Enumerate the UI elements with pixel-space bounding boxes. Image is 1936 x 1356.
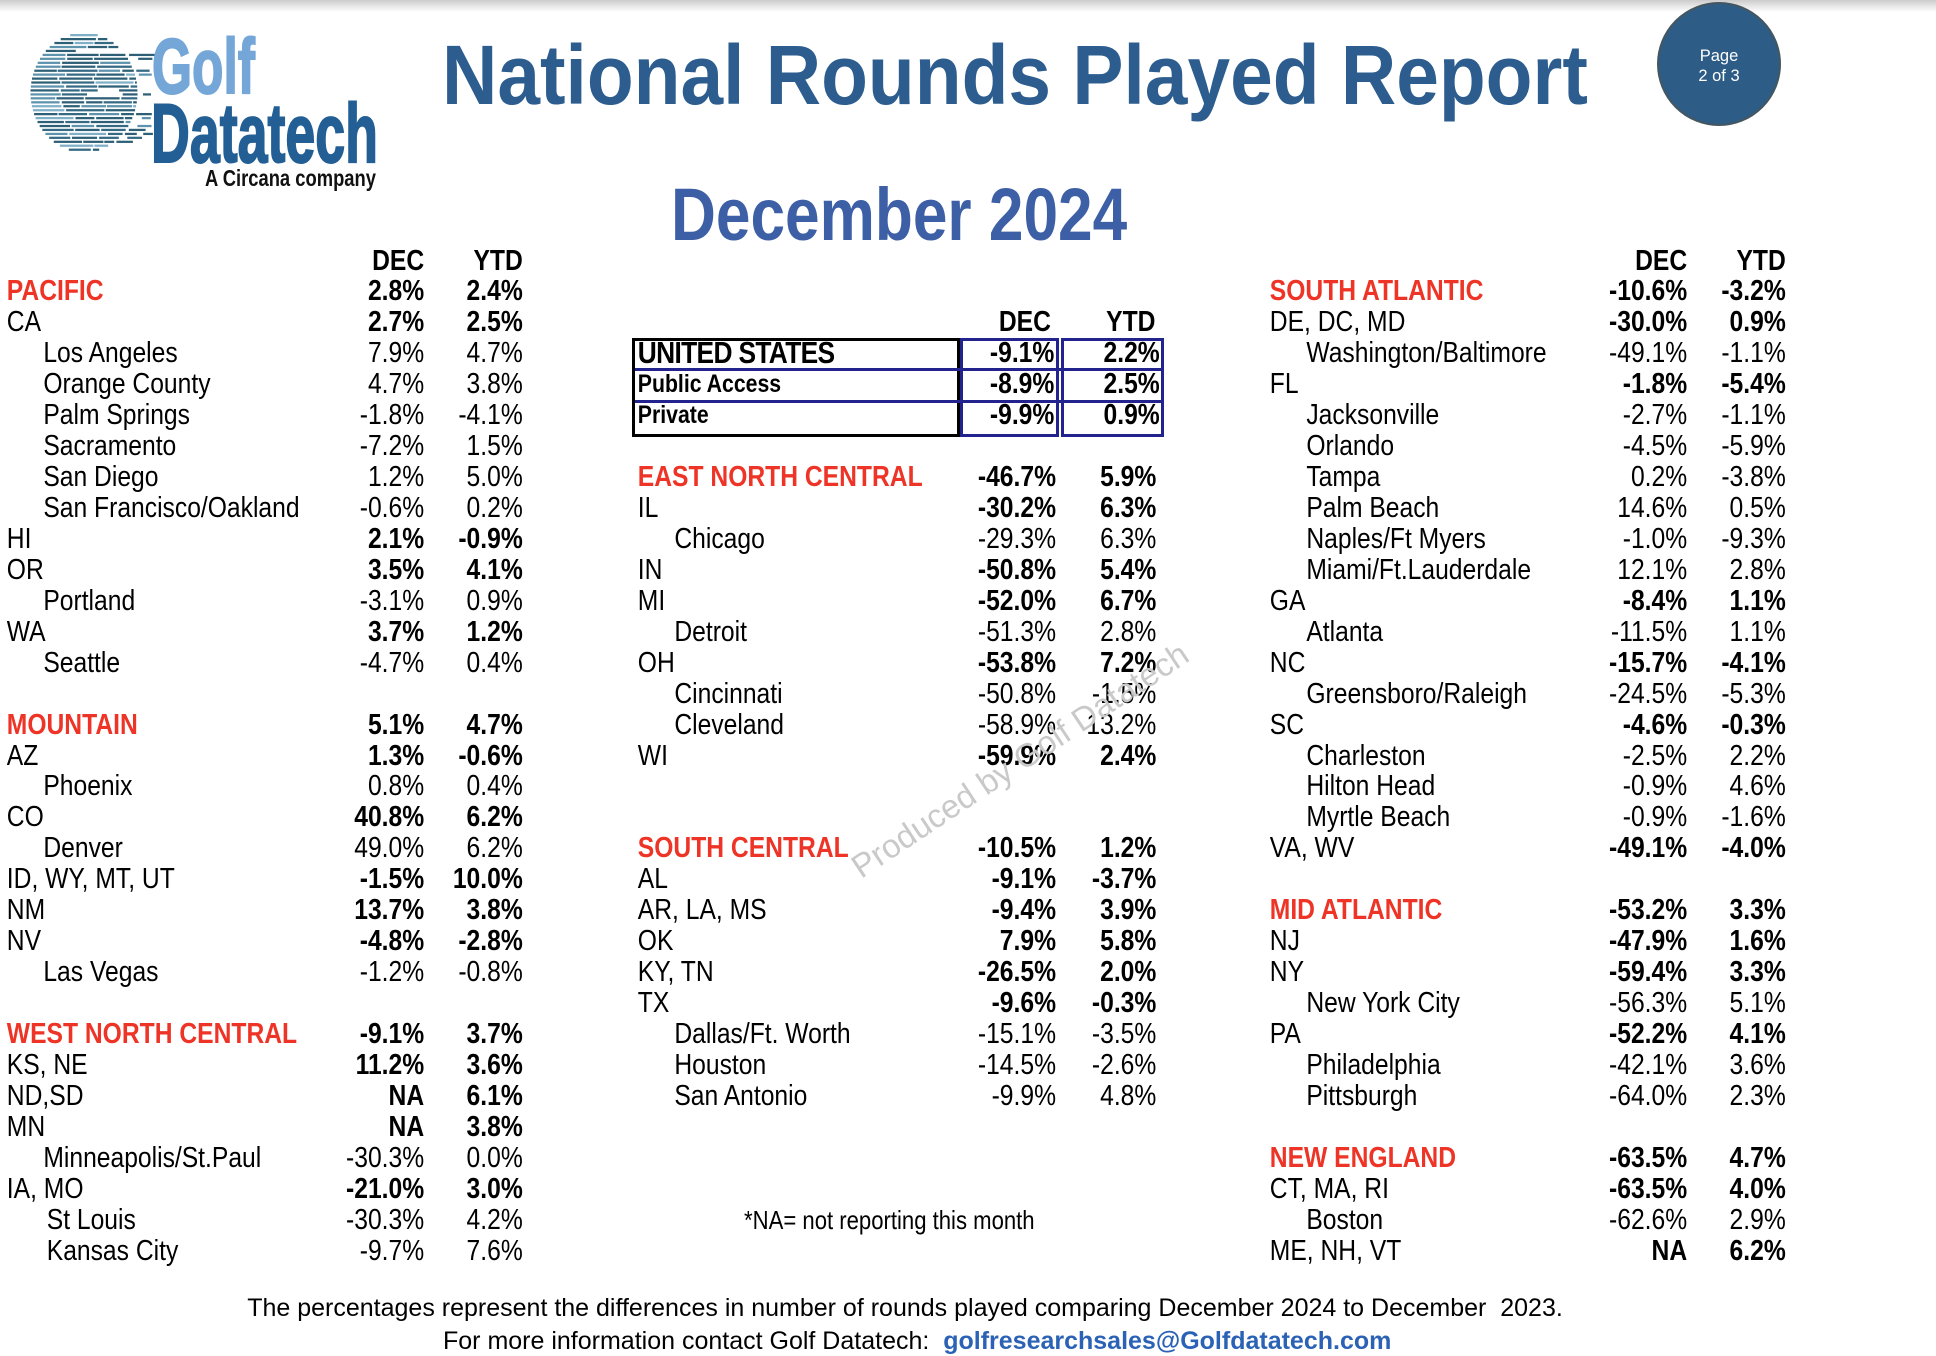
svg-text:Golf: Golf <box>152 23 256 110</box>
svg-text:Datatech: Datatech <box>151 86 378 180</box>
svg-text:A Circana company: A Circana company <box>205 166 376 191</box>
